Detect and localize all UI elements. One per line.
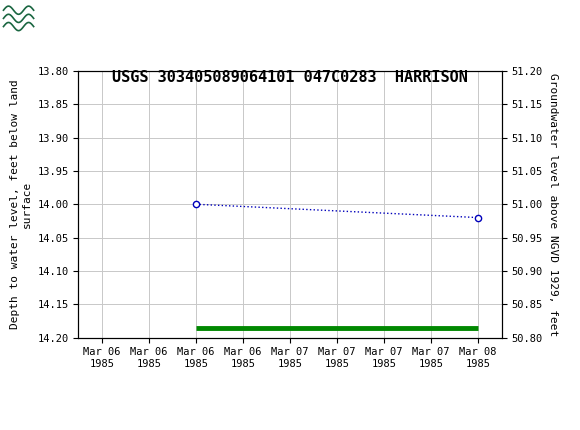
Text: USGS 303405089064101 047C0283  HARRISON: USGS 303405089064101 047C0283 HARRISON <box>112 70 468 85</box>
Y-axis label: Groundwater level above NGVD 1929, feet: Groundwater level above NGVD 1929, feet <box>548 73 558 336</box>
FancyBboxPatch shape <box>3 3 55 37</box>
Y-axis label: Depth to water level, feet below land
surface: Depth to water level, feet below land su… <box>10 80 32 329</box>
Text: USGS: USGS <box>38 13 85 28</box>
